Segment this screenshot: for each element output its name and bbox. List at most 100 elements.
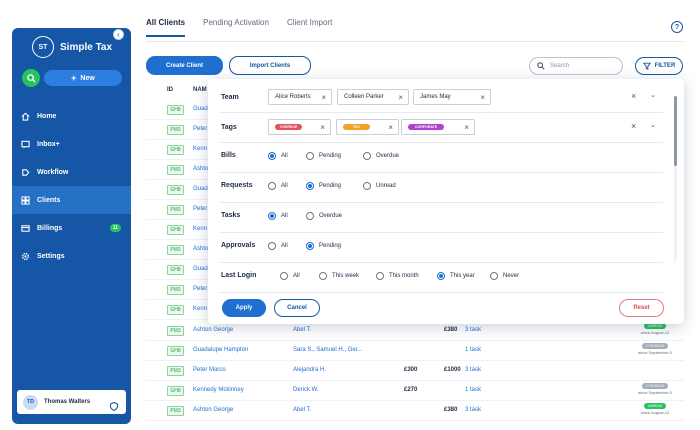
sidebar-item-home[interactable]: Home bbox=[12, 102, 131, 130]
new-button[interactable]: + New bbox=[44, 70, 122, 86]
tag-chip[interactable]: TAX × bbox=[336, 119, 399, 135]
filter-row-approvals: Approvals All Pending bbox=[220, 233, 663, 263]
search-icon[interactable] bbox=[22, 69, 40, 87]
cancel-button[interactable]: Cancel bbox=[274, 299, 320, 317]
client-code: PM3 bbox=[167, 205, 184, 215]
create-client-button[interactable]: Create Client bbox=[146, 56, 223, 75]
assignee[interactable]: Alejandra H. bbox=[293, 367, 327, 373]
close-icon[interactable]: × bbox=[398, 92, 403, 102]
search-input[interactable]: Search bbox=[529, 57, 623, 75]
assignee[interactable]: Derick W. bbox=[293, 387, 319, 393]
assignee[interactable]: Abel T. bbox=[293, 407, 312, 413]
chip-label: Alice Roberts bbox=[275, 94, 311, 100]
sidebar-item-workflow[interactable]: Workflow bbox=[12, 158, 131, 186]
table-row[interactable]: GH8 Guadalupe Hampton Sara S., Samuel H.… bbox=[146, 341, 684, 361]
import-clients-button[interactable]: Import Clients bbox=[229, 56, 311, 75]
team-chip[interactable]: James May × bbox=[413, 89, 491, 105]
client-name[interactable]: Ashto bbox=[193, 246, 209, 252]
task-link[interactable]: 3 task bbox=[465, 407, 482, 413]
close-icon[interactable]: × bbox=[480, 92, 485, 102]
client-name[interactable]: Kenn bbox=[193, 306, 208, 312]
scrollbar-thumb[interactable] bbox=[674, 96, 677, 166]
shield-icon[interactable] bbox=[109, 398, 119, 416]
client-name[interactable]: Guada bbox=[193, 266, 212, 272]
amount-total: £380 bbox=[444, 407, 458, 413]
client-name[interactable]: Guada bbox=[193, 106, 212, 112]
apply-button[interactable]: Apply bbox=[222, 299, 266, 317]
clear-icon[interactable]: × bbox=[631, 91, 637, 101]
table-row[interactable]: PM3 Ashton George Abel T. £380 3 task UN… bbox=[146, 321, 684, 341]
client-name[interactable]: Peter Marco bbox=[193, 367, 226, 373]
column-header-id[interactable]: ID bbox=[167, 87, 173, 93]
radio-approvals-all[interactable]: All bbox=[268, 242, 288, 250]
radio-approvals-pending[interactable]: Pending bbox=[306, 242, 341, 250]
tab-all-clients[interactable]: All Clients bbox=[146, 18, 186, 37]
radio-label: Overdue bbox=[319, 213, 343, 219]
task-link[interactable]: 1 task bbox=[465, 387, 482, 393]
radio-tasks-all[interactable]: All bbox=[268, 212, 288, 220]
team-chip[interactable]: Colleen Parker × bbox=[337, 89, 409, 105]
home-icon bbox=[21, 112, 30, 121]
assignee[interactable]: Abel T. bbox=[293, 327, 312, 333]
radio-bills-all[interactable]: All bbox=[268, 152, 288, 160]
team-chip[interactable]: Alice Roberts × bbox=[268, 89, 332, 105]
radio-login-this-year[interactable]: This year bbox=[437, 272, 475, 280]
assignee[interactable]: Sara S., Samuel H., Ger... bbox=[293, 347, 363, 353]
sidebar-item-billings[interactable]: Billings 11 bbox=[12, 214, 131, 242]
reset-button[interactable]: Reset bbox=[619, 299, 664, 317]
close-icon[interactable]: × bbox=[388, 122, 393, 132]
chevron-down-icon[interactable]: ⌄ bbox=[650, 122, 656, 129]
radio-requests-all[interactable]: All bbox=[268, 182, 288, 190]
radio-requests-pending[interactable]: Pending bbox=[306, 182, 341, 190]
table-row[interactable]: GH8 Kennedy Mckinney Derick W. £270 1 ta… bbox=[146, 381, 684, 401]
task-link[interactable]: 3 task bbox=[465, 367, 482, 373]
brand[interactable]: ST Simple Tax bbox=[32, 36, 112, 58]
brand-logo: ST bbox=[32, 36, 54, 58]
collapse-sidebar-button[interactable]: ‹ bbox=[113, 29, 124, 40]
radio-label: Pending bbox=[319, 153, 342, 159]
tab-client-import[interactable]: Client Import bbox=[286, 18, 333, 27]
client-name[interactable]: Kenn bbox=[193, 226, 208, 232]
clear-icon[interactable]: × bbox=[631, 121, 637, 131]
task-link[interactable]: 3 task bbox=[465, 327, 482, 333]
close-icon[interactable]: × bbox=[321, 92, 326, 102]
tag-chip[interactable]: CORPORATE × bbox=[401, 119, 475, 135]
sidebar-item-inbox[interactable]: Inbox+ bbox=[12, 130, 131, 158]
sidebar-item-settings[interactable]: Settings bbox=[12, 242, 131, 270]
search-icon bbox=[537, 62, 545, 70]
tag-chip[interactable]: OVERDUE × bbox=[268, 119, 331, 135]
table-row[interactable]: PM3 Peter Marco Alejandra H. £300 £1000 … bbox=[146, 361, 684, 381]
client-name[interactable]: Guadalupe Hampton bbox=[193, 347, 249, 353]
close-icon[interactable]: × bbox=[320, 122, 325, 132]
radio-login-all[interactable]: All bbox=[280, 272, 300, 280]
close-icon[interactable]: × bbox=[464, 122, 469, 132]
client-name[interactable]: Kennedy Mckinney bbox=[193, 387, 244, 393]
client-name[interactable]: Peter bbox=[193, 286, 208, 292]
radio-tasks-overdue[interactable]: Overdue bbox=[306, 212, 342, 220]
sidebar-item-clients[interactable]: Clients bbox=[12, 186, 131, 214]
radio-bills-overdue[interactable]: Overdue bbox=[363, 152, 399, 160]
radio-bills-pending[interactable]: Pending bbox=[306, 152, 341, 160]
client-name[interactable]: Ashton George bbox=[193, 407, 234, 413]
client-name[interactable]: Peter bbox=[193, 206, 208, 212]
chevron-down-icon[interactable]: ⌄ bbox=[650, 92, 656, 99]
client-name[interactable]: Guada bbox=[193, 186, 212, 192]
client-name[interactable]: Ashton George bbox=[193, 327, 234, 333]
help-icon[interactable]: ? bbox=[671, 21, 683, 33]
client-name[interactable]: Ashto bbox=[193, 166, 209, 172]
radio-login-never[interactable]: Never bbox=[490, 272, 519, 280]
table-row[interactable]: PM3 Ashton George Abel T. £380 3 task UN… bbox=[146, 401, 684, 421]
client-name[interactable]: Peter bbox=[193, 126, 208, 132]
column-header-name[interactable]: NAM bbox=[193, 87, 207, 93]
tab-pending-activation[interactable]: Pending Activation bbox=[203, 18, 269, 27]
client-name[interactable]: Kenn bbox=[193, 146, 208, 152]
filter-button[interactable]: FILTER bbox=[635, 57, 683, 75]
filter-scrollbar[interactable] bbox=[674, 96, 677, 261]
radio-login-this-month[interactable]: This month bbox=[376, 272, 419, 280]
radio-icon bbox=[306, 212, 314, 220]
radio-login-this-week[interactable]: This week bbox=[319, 272, 359, 280]
user-card[interactable]: TD Thomas Walters bbox=[17, 390, 126, 414]
amount-total: £1000 bbox=[444, 367, 461, 373]
task-link[interactable]: 1 task bbox=[465, 347, 482, 353]
radio-requests-unread[interactable]: Unread bbox=[363, 182, 396, 190]
